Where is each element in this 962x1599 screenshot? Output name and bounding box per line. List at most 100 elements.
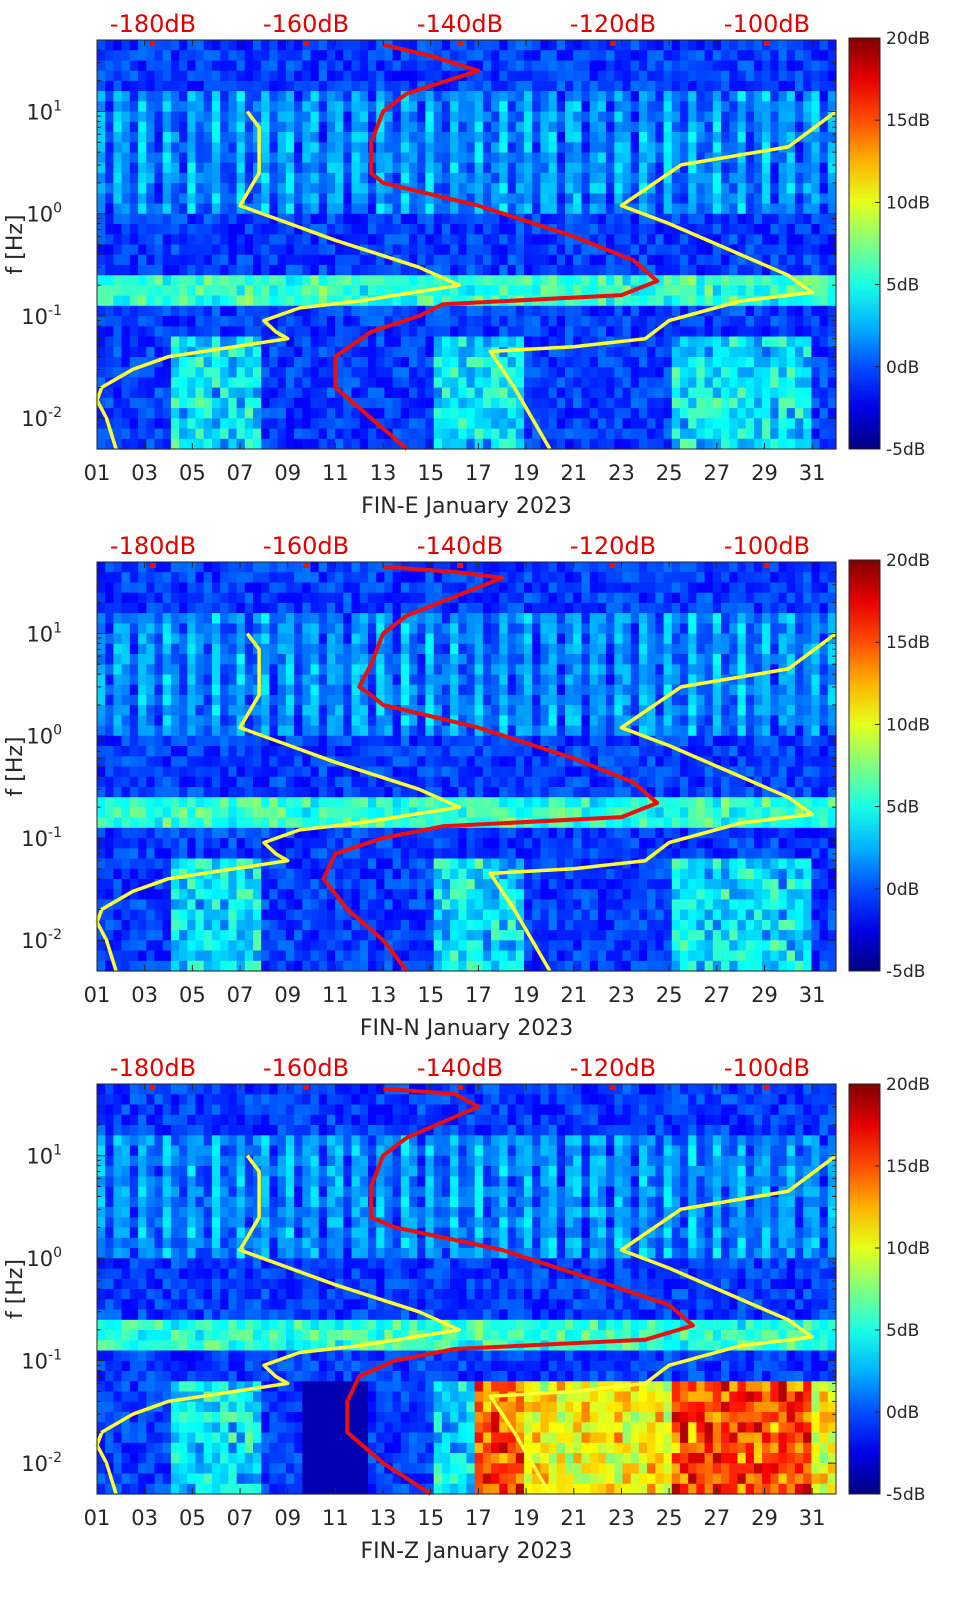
spectrogram-cell bbox=[737, 80, 747, 92]
spectrogram-cell bbox=[597, 438, 607, 450]
spectrogram-cell bbox=[376, 254, 385, 266]
spectrogram-cell bbox=[121, 950, 131, 962]
spectrogram-cell bbox=[368, 213, 377, 225]
spectrogram-cell bbox=[277, 950, 287, 962]
spectrogram-cell bbox=[162, 746, 172, 757]
spectrogram-cell bbox=[745, 275, 755, 286]
spectrogram-cell bbox=[655, 80, 665, 92]
spectrogram-cell bbox=[721, 346, 730, 358]
spectrogram-cell bbox=[244, 336, 254, 348]
spectrogram-cell bbox=[417, 244, 426, 256]
spectrogram-cell bbox=[441, 264, 451, 276]
spectrogram-cell bbox=[565, 224, 574, 235]
spectrogram-cell bbox=[203, 213, 213, 225]
spectrogram-cell bbox=[236, 438, 246, 450]
spectrogram-cell bbox=[146, 162, 156, 174]
spectrogram-cell bbox=[376, 326, 385, 338]
spectrogram-cell bbox=[105, 183, 114, 194]
x-tick-label: 31 bbox=[799, 461, 826, 485]
spectrogram-cell bbox=[261, 817, 270, 829]
spectrogram-cell bbox=[244, 387, 254, 399]
spectrogram-cell bbox=[786, 213, 796, 225]
spectrogram-cell bbox=[524, 70, 533, 82]
spectrogram-cell bbox=[368, 275, 377, 286]
spectrogram-cell bbox=[105, 868, 114, 880]
spectrogram-cell bbox=[220, 91, 229, 102]
spectrogram-cell bbox=[195, 592, 205, 604]
spectrogram-cell bbox=[532, 91, 541, 102]
spectrogram-cell bbox=[597, 60, 607, 72]
spectrogram-cell bbox=[244, 797, 254, 808]
spectrogram-cell bbox=[441, 346, 451, 358]
spectrogram-cell bbox=[499, 264, 509, 276]
spectrogram-cell bbox=[212, 224, 221, 235]
spectrogram-cell bbox=[302, 275, 312, 286]
spectrogram-cell bbox=[351, 80, 361, 92]
spectrogram-cell bbox=[97, 725, 106, 737]
spectrogram-cell bbox=[203, 275, 213, 286]
spectrogram-cell bbox=[146, 654, 156, 665]
spectrogram-cell bbox=[433, 203, 443, 215]
spectrogram-cell bbox=[721, 224, 730, 235]
spectrogram-cell bbox=[318, 776, 328, 788]
spectrogram-cell bbox=[409, 203, 418, 215]
spectrogram-cell bbox=[285, 766, 295, 778]
spectrogram-cell bbox=[827, 244, 837, 256]
spectrogram-cell bbox=[425, 428, 435, 440]
spectrogram-cell bbox=[97, 797, 106, 808]
spectrogram-cell bbox=[351, 152, 361, 164]
spectrogram-cell bbox=[294, 930, 303, 941]
spectrogram-cell bbox=[105, 91, 114, 102]
spectrogram-cell bbox=[97, 633, 106, 645]
spectrogram-cell bbox=[712, 295, 722, 307]
spectrogram-cell bbox=[417, 152, 426, 164]
spectrogram-cell bbox=[737, 40, 747, 51]
spectrogram-cell bbox=[515, 142, 525, 154]
spectrogram-cell bbox=[450, 428, 459, 440]
spectrogram-cell bbox=[450, 285, 459, 297]
spectrogram-cell bbox=[368, 91, 377, 102]
spectrogram-cell bbox=[425, 40, 435, 51]
spectrogram-cell bbox=[597, 224, 607, 235]
spectrogram-cell bbox=[162, 899, 172, 911]
spectrogram-cell bbox=[680, 172, 689, 184]
spectrogram-cell bbox=[105, 203, 114, 215]
spectrogram-cell bbox=[762, 264, 771, 276]
spectrogram-cell bbox=[326, 80, 336, 92]
spectrogram-cell bbox=[704, 193, 714, 205]
spectrogram-cell bbox=[318, 623, 328, 635]
spectrogram-cell bbox=[113, 879, 123, 890]
spectrogram-cell bbox=[261, 40, 270, 51]
spectrogram-cell bbox=[441, 60, 451, 72]
spectrogram-cell bbox=[244, 787, 254, 798]
spectrogram-cell bbox=[129, 746, 139, 757]
spectrogram-cell bbox=[113, 162, 123, 174]
spectrogram-cell bbox=[294, 244, 303, 256]
spectrogram-cell bbox=[655, 438, 665, 450]
spectrogram-cell bbox=[277, 40, 287, 51]
spectrogram-cell bbox=[729, 275, 739, 286]
spectrogram-cell bbox=[335, 244, 344, 256]
spectrogram-cell bbox=[671, 336, 681, 348]
spectrogram-cell bbox=[220, 694, 229, 706]
spectrogram-cell bbox=[556, 70, 566, 82]
spectrogram-cell bbox=[294, 623, 303, 635]
spectrogram-cell bbox=[482, 193, 492, 205]
spectrogram-cell bbox=[606, 121, 615, 133]
spectrogram-cell bbox=[277, 193, 287, 205]
spectrogram-cell bbox=[499, 285, 509, 297]
spectrogram-cell bbox=[326, 909, 336, 921]
spectrogram-cell bbox=[803, 336, 812, 348]
spectrogram-cell bbox=[712, 172, 722, 184]
spectrogram-cell bbox=[277, 162, 287, 174]
spectrogram-cell bbox=[548, 387, 558, 399]
spectrogram-cell bbox=[417, 172, 426, 184]
spectrogram-cell bbox=[343, 725, 353, 737]
spectrogram-cell bbox=[606, 408, 615, 419]
spectrogram-cell bbox=[335, 336, 344, 348]
spectrogram-cell bbox=[97, 346, 106, 358]
spectrogram-cell bbox=[400, 224, 410, 235]
spectrogram-cell bbox=[310, 694, 320, 706]
spectrogram-cell bbox=[228, 357, 238, 368]
spectrogram-cell bbox=[507, 121, 517, 133]
